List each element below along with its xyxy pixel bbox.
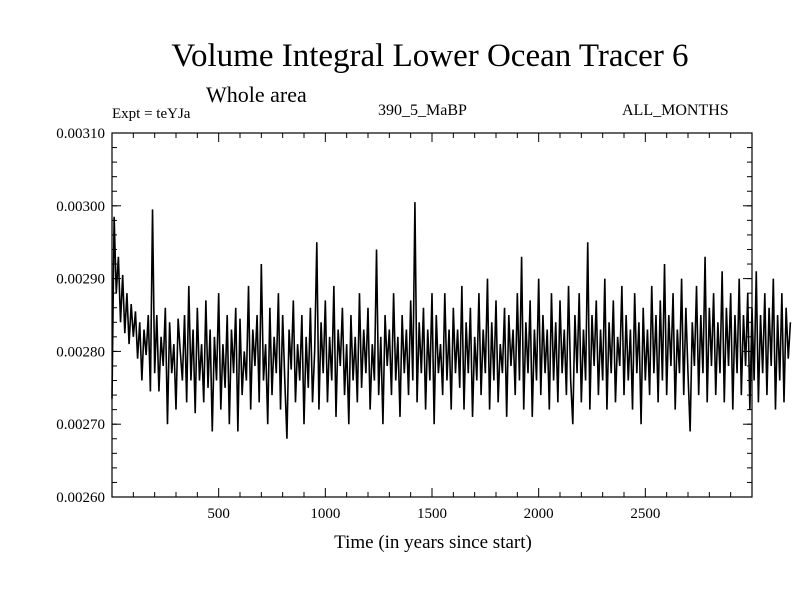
y-tick-label: 0.00300 [56,199,105,215]
x-tick-label: 1500 [417,506,447,522]
period-label: ALL_MONTHS [622,102,729,119]
x-tick-label: 2500 [630,506,660,522]
x-tick-label: 500 [207,506,230,522]
series-layer [111,202,792,439]
experiment-label: Expt = teYJa [112,106,191,122]
x-axis-label: Time (in years since start) [334,532,532,553]
series-line [111,202,792,439]
x-tick-label: 1000 [310,506,340,522]
x-tick-label: 2000 [524,506,554,522]
y-tick-label: 0.00310 [56,126,105,142]
y-tick-label: 0.00290 [56,272,105,288]
plot-frame [111,132,753,498]
y-tick-label: 0.00260 [56,490,105,506]
chart-subtitle: Whole area [206,82,307,107]
y-tick-label: 0.00270 [56,417,105,433]
run-label: 390_5_MaBP [378,102,467,119]
chart-title: Volume Integral Lower Ocean Tracer 6 [171,38,689,74]
ticks-layer: 0.00260 0.00270 0.00280 0.00290 0.00300 0.003… [56,126,752,522]
y-tick-label: 0.00280 [56,344,105,360]
